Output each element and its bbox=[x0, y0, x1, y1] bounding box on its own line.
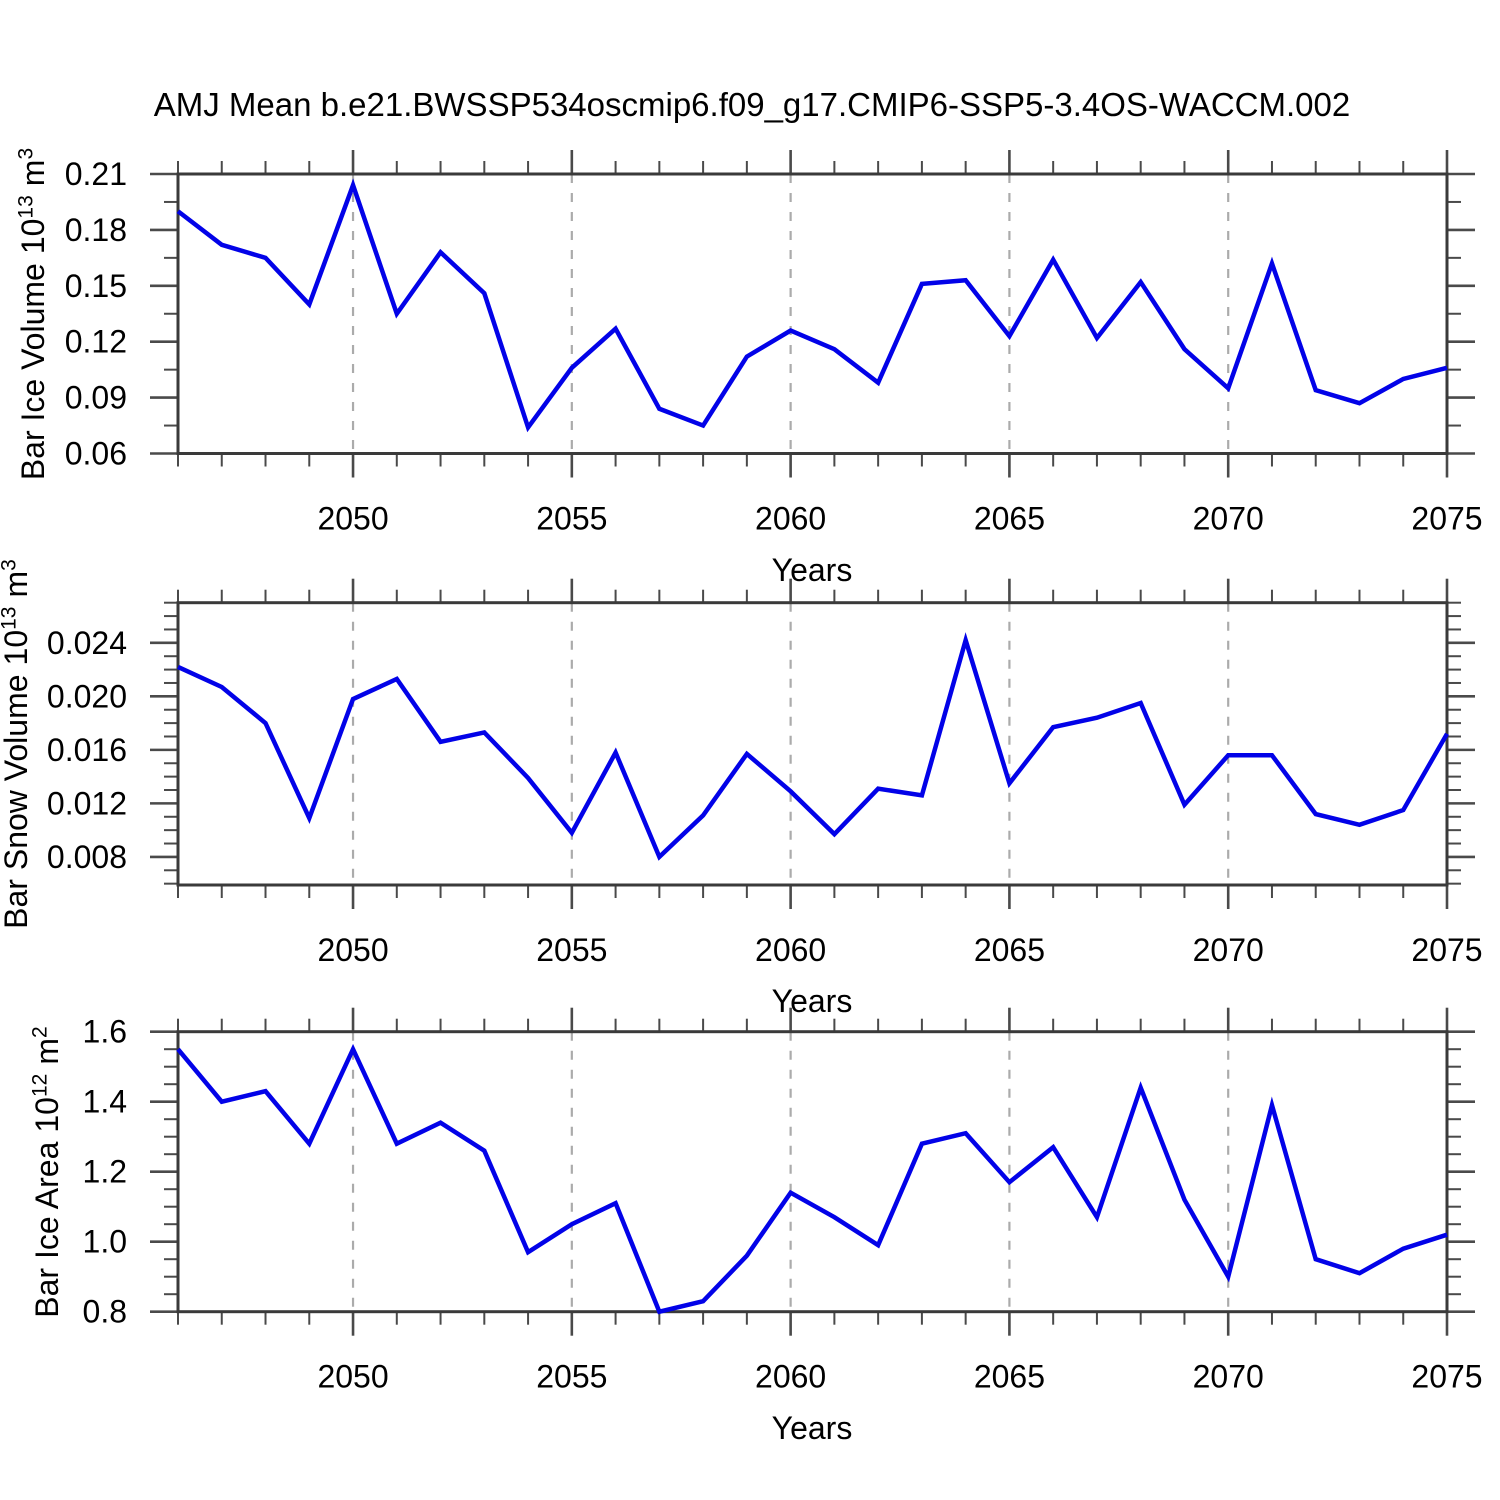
data-line bbox=[176, 178, 1448, 433]
x-tick-label: 2060 bbox=[755, 932, 826, 968]
y-axis-label-exponent: 12 bbox=[28, 1073, 52, 1098]
x-tick-label: 2050 bbox=[317, 1359, 388, 1395]
y-axis-label-unit-exponent: 3 bbox=[0, 559, 20, 571]
y-tick-label: 0.12 bbox=[65, 324, 127, 360]
plot-frame bbox=[176, 172, 1449, 455]
y-axis-label-unit: m bbox=[15, 159, 51, 187]
y-axis-label-exponent: 13 bbox=[0, 606, 21, 630]
x-tick-label: 2050 bbox=[317, 932, 388, 968]
y-tick-label: 0.8 bbox=[83, 1294, 127, 1330]
y-tick-label: 0.15 bbox=[65, 268, 127, 304]
x-tick-label: 2065 bbox=[974, 1359, 1045, 1395]
y-tick-label: 0.09 bbox=[65, 380, 127, 416]
x-tick-label: 2055 bbox=[536, 932, 607, 968]
y-axis-label-power-base: 10 bbox=[29, 1097, 65, 1133]
y-tick-label: 1.6 bbox=[83, 1014, 127, 1050]
y-axis-label-unit-exponent: 2 bbox=[28, 1026, 52, 1038]
x-tick-label: 2070 bbox=[1193, 932, 1264, 968]
data-line bbox=[176, 1043, 1448, 1315]
x-tick-label: 2055 bbox=[536, 1359, 607, 1395]
x-axis-title: Years bbox=[771, 983, 853, 1019]
y-axis-label-exponent: 13 bbox=[14, 195, 38, 219]
plot-frame bbox=[176, 601, 1449, 887]
x-tick-label: 2060 bbox=[755, 501, 826, 537]
y-tick-label: 0.024 bbox=[47, 625, 127, 661]
y-tick-label: 0.020 bbox=[47, 678, 127, 714]
y-tick-label: 0.012 bbox=[47, 785, 127, 821]
x-axis-title: Years bbox=[771, 552, 853, 588]
y-axis-label-power-base: 10 bbox=[15, 218, 51, 255]
y-axis-label-power-base: 10 bbox=[0, 629, 34, 666]
y-axis-label-unit: m bbox=[0, 570, 34, 598]
y-tick-label: 1.4 bbox=[83, 1084, 127, 1120]
x-tick-label: 2050 bbox=[317, 501, 388, 537]
y-axis-label-ice-area: Bar Ice Area 1012 m2 bbox=[27, 822, 67, 1500]
y-tick-label: 0.016 bbox=[47, 732, 127, 768]
y-tick-label: 1.0 bbox=[83, 1224, 127, 1260]
x-tick-label: 2070 bbox=[1193, 1359, 1264, 1395]
y-tick-label: 0.008 bbox=[47, 839, 127, 875]
plot-frame bbox=[176, 1030, 1449, 1314]
x-tick-label: 2070 bbox=[1193, 501, 1264, 537]
y-tick-label: 0.21 bbox=[65, 156, 127, 192]
figure-title: AMJ Mean b.e21.BWSSP534oscmip6.f09_g17.C… bbox=[153, 86, 1351, 123]
y-axis-label-text: Bar Ice Area bbox=[29, 1141, 65, 1318]
x-tick-label: 2075 bbox=[1411, 932, 1482, 968]
y-tick-label: 1.2 bbox=[83, 1154, 127, 1190]
y-axis-label-unit-exponent: 3 bbox=[14, 147, 38, 160]
y-tick-label: 0.06 bbox=[65, 436, 127, 472]
data-line bbox=[177, 632, 1449, 861]
x-tick-label: 2055 bbox=[536, 501, 607, 537]
x-tick-label: 2075 bbox=[1411, 501, 1482, 537]
x-tick-label: 2065 bbox=[974, 932, 1045, 968]
x-tick-label: 2075 bbox=[1411, 1359, 1482, 1395]
x-tick-label: 2060 bbox=[755, 1359, 826, 1395]
y-tick-label: 0.18 bbox=[65, 212, 127, 248]
y-axis-label-unit: m bbox=[29, 1038, 65, 1065]
x-tick-label: 2065 bbox=[974, 501, 1045, 537]
x-axis-title: Years bbox=[771, 1410, 853, 1446]
